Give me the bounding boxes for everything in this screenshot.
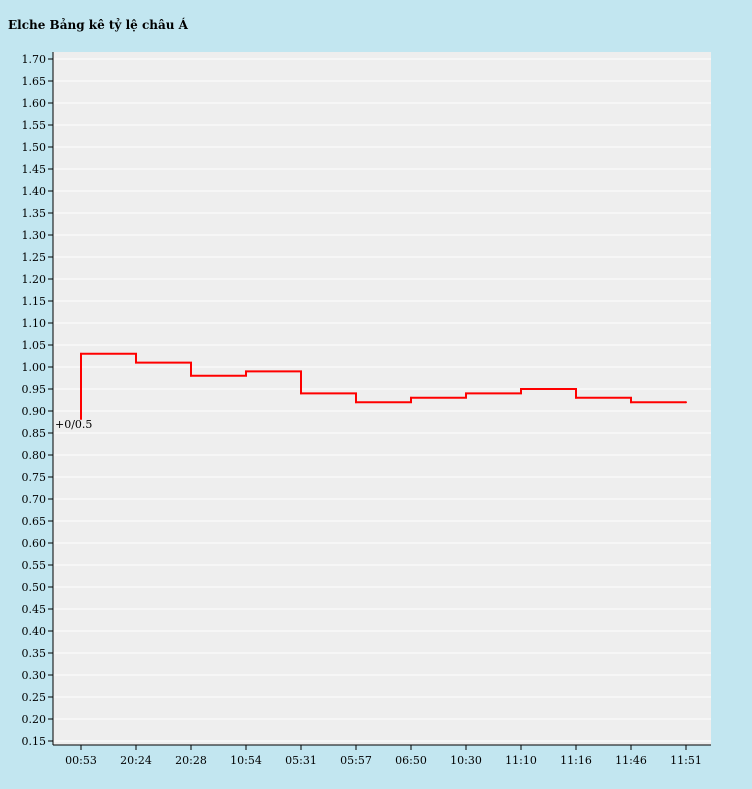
data-point <box>300 392 302 395</box>
y-tick-label: 0.70 <box>22 493 47 506</box>
y-tick-label: 1.25 <box>22 251 47 264</box>
y-tick-label: 1.45 <box>22 163 47 176</box>
y-tick-label: 0.90 <box>22 405 47 418</box>
y-tick-label: 0.20 <box>22 713 47 726</box>
x-tick-label: 05:31 <box>285 754 317 767</box>
data-point <box>575 396 577 399</box>
x-tick-label: 10:30 <box>450 754 482 767</box>
y-tick-label: 1.35 <box>22 207 47 220</box>
data-point <box>520 388 522 390</box>
y-tick-label: 1.00 <box>22 361 47 374</box>
y-tick-label: 0.75 <box>22 471 47 484</box>
x-tick-label: 11:10 <box>505 754 537 767</box>
y-tick-label: 0.15 <box>22 735 47 748</box>
data-point <box>245 370 247 373</box>
x-tick-label: 20:24 <box>120 754 152 767</box>
x-tick-label: 11:46 <box>615 754 647 767</box>
data-point <box>410 396 412 399</box>
x-tick-label: 11:51 <box>670 754 702 767</box>
y-tick-label: 1.50 <box>22 141 47 154</box>
y-tick-label: 1.40 <box>22 185 47 198</box>
x-tick-label: 11:16 <box>560 754 592 767</box>
y-tick-label: 1.05 <box>22 339 47 352</box>
y-tick-label: 0.35 <box>22 647 47 660</box>
x-tick-label: 20:28 <box>175 754 207 767</box>
y-tick-label: 0.65 <box>22 515 47 528</box>
y-tick-label: 1.65 <box>22 75 47 88</box>
y-tick-label: 1.55 <box>22 119 47 132</box>
x-tick-label: 06:50 <box>395 754 427 767</box>
line-annotation: +0/0.5 <box>55 418 92 431</box>
y-tick-label: 0.30 <box>22 669 47 682</box>
x-tick-label: 00:53 <box>65 754 97 767</box>
y-tick-label: 0.80 <box>22 449 47 462</box>
y-tick-label: 1.60 <box>22 97 47 110</box>
y-tick-label: 0.45 <box>22 603 47 616</box>
y-tick-label: 1.70 <box>22 53 47 66</box>
x-tick-label: 10:54 <box>230 754 262 767</box>
x-tick-label: 05:57 <box>340 754 372 767</box>
y-tick-label: 1.30 <box>22 229 47 242</box>
data-point <box>465 392 467 395</box>
y-tick-label: 0.95 <box>22 383 47 396</box>
data-point <box>190 374 192 377</box>
y-tick-label: 1.10 <box>22 317 47 330</box>
data-point <box>80 352 82 355</box>
y-tick-label: 1.15 <box>22 295 47 308</box>
y-tick-label: 0.25 <box>22 691 47 704</box>
y-tick-label: 0.50 <box>22 581 47 594</box>
y-tick-label: 0.60 <box>22 537 47 550</box>
data-point <box>630 401 632 404</box>
data-point <box>685 401 687 404</box>
data-point <box>135 361 137 364</box>
y-tick-label: 0.40 <box>22 625 47 638</box>
y-tick-label: 0.85 <box>22 427 47 440</box>
data-point <box>355 401 357 404</box>
chart-title: Elche Bảng kê tỷ lệ châu Á <box>8 18 188 32</box>
y-tick-label: 0.55 <box>22 559 47 572</box>
y-tick-label: 1.20 <box>22 273 47 286</box>
